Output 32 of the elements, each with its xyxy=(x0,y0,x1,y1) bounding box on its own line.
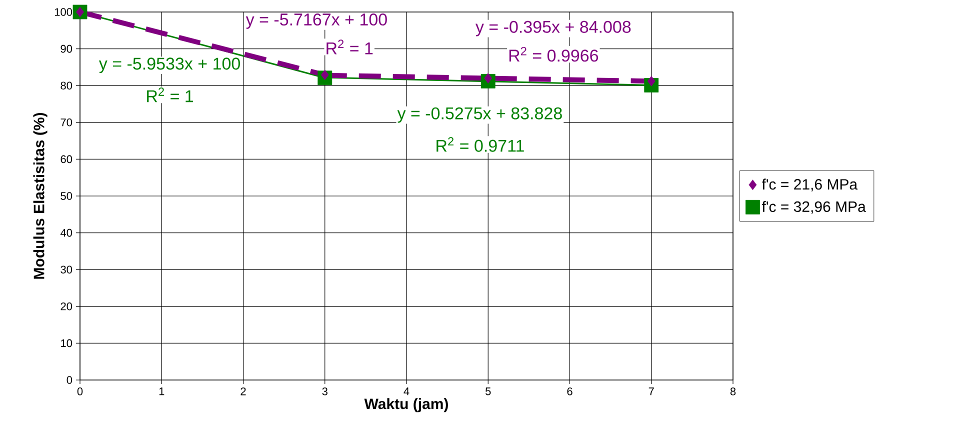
annotation: R$^{2}$ = 0.9966 xyxy=(509,46,598,62)
x-tick-label: 1 xyxy=(159,388,164,396)
annotation: y = -5.9533x + 100 xyxy=(98,58,240,74)
x-tick-label: 7 xyxy=(648,388,654,396)
x-tick-label: 4 xyxy=(404,388,410,396)
x-tick-label: 6 xyxy=(567,388,572,396)
x-tick-label: 0 xyxy=(77,388,83,396)
annotation: R$^{2}$ = 0.9711 xyxy=(436,137,524,152)
annotation: R$^{2}$ = 1 xyxy=(147,88,194,102)
y-tick-label: 30 xyxy=(60,266,72,274)
x-tick-label: 8 xyxy=(730,388,736,396)
y-tick-label: 20 xyxy=(60,302,72,310)
y-tick-label: 60 xyxy=(60,155,72,164)
y-tick-label: 70 xyxy=(60,118,72,126)
y-tick-label: 40 xyxy=(60,228,72,237)
y-tick-label: 50 xyxy=(60,192,72,200)
x-axis-title: Waktu (jam) xyxy=(364,398,448,412)
y-tick-label: 0 xyxy=(66,376,72,384)
annotation: y = -0.395x + 84.008 xyxy=(476,20,631,36)
annotation: R$^{2}$ = 1 xyxy=(326,40,373,54)
y-tick-label: 10 xyxy=(61,339,72,348)
legend-label: f'c = 32,96 MPa xyxy=(762,200,866,214)
x-tick-label: 5 xyxy=(486,388,491,396)
y-tick-label: 80 xyxy=(60,82,72,90)
y-tick-label: 100 xyxy=(54,8,72,16)
annotation: y = -5.7167x + 100 xyxy=(246,13,387,29)
annotation: y = -0.5275x + 83.828 xyxy=(397,107,562,123)
legend-label: f'c = 21,6 MPa xyxy=(762,178,858,192)
y-tick-label: 90 xyxy=(60,44,72,53)
x-tick-label: 2 xyxy=(240,388,246,396)
y-axis-title: Modulus Elastisitas (%) xyxy=(33,112,48,279)
x-tick-label: 3 xyxy=(322,388,328,396)
